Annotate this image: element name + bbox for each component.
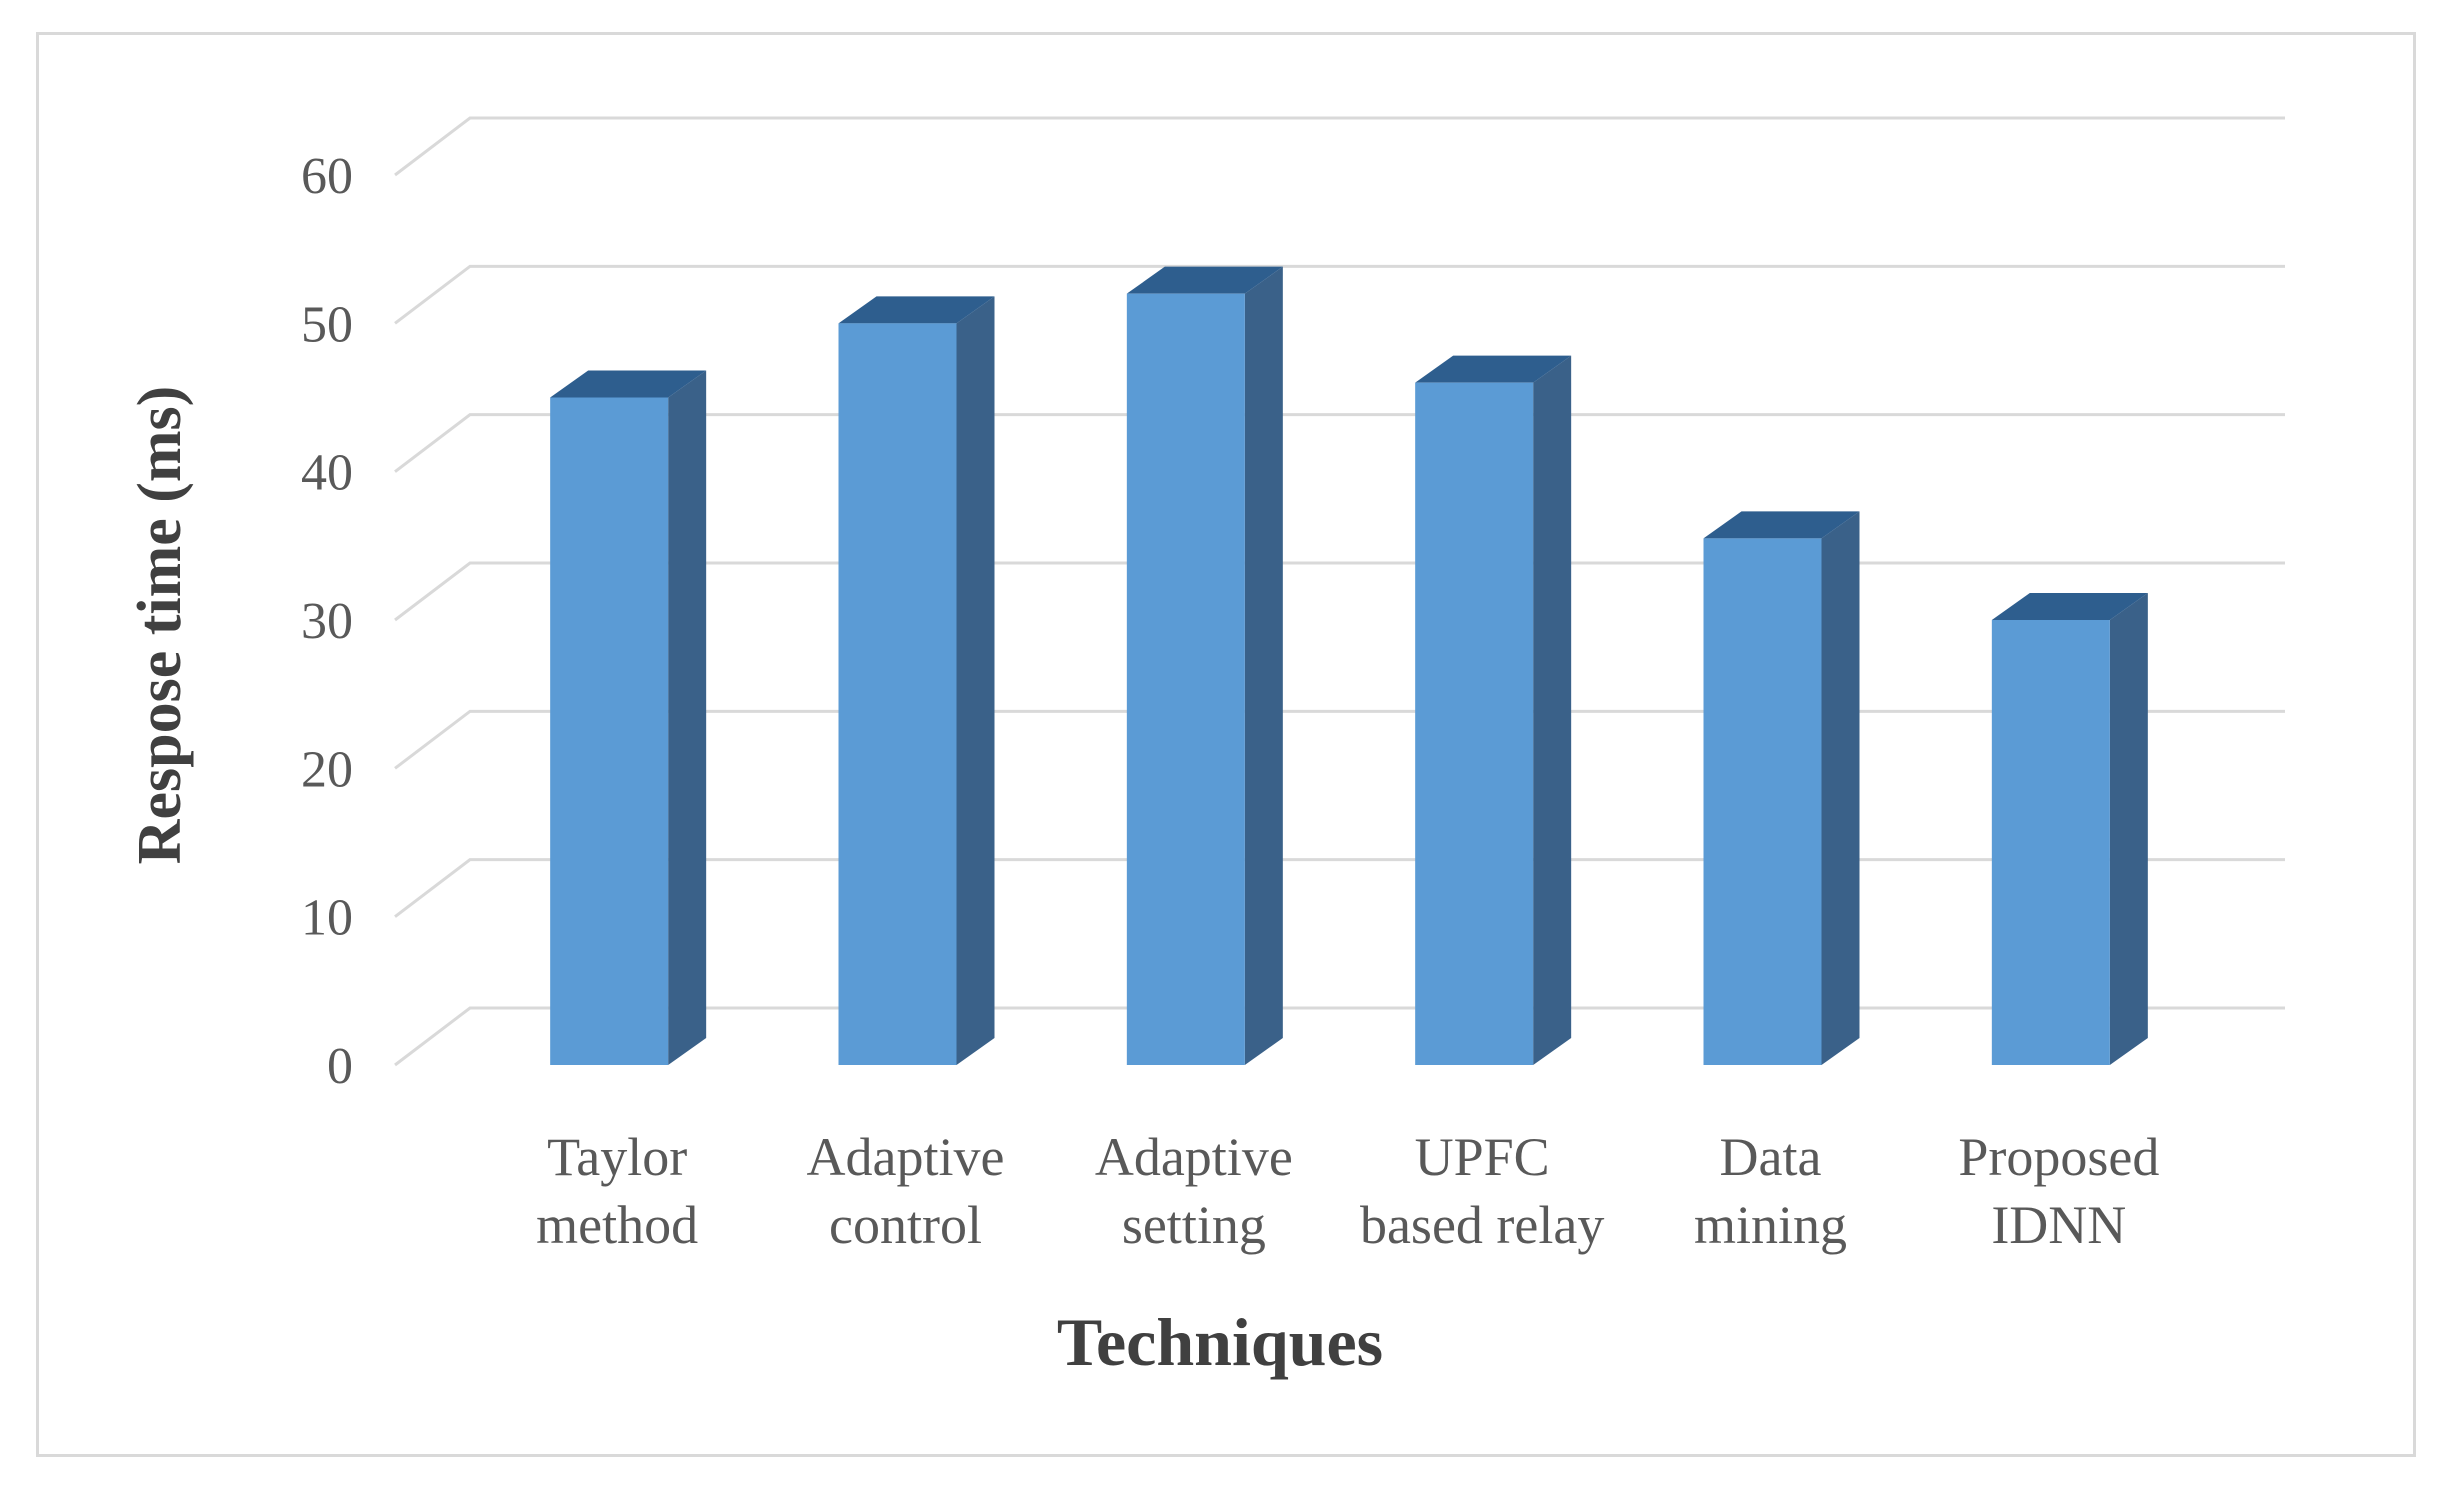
x-axis-categories: Taylor method Adaptive control Adaptive setti… [536, 1127, 2159, 1255]
y-tick-label: 10 [301, 890, 353, 947]
y-tick-label: 30 [301, 593, 353, 650]
bar-3 [1415, 355, 1572, 1066]
bar-side [2109, 593, 2148, 1065]
y-tick-label: 0 [327, 1038, 353, 1095]
bar-front [1703, 538, 1822, 1065]
gridline [394, 264, 2285, 325]
bar-side [1821, 511, 1860, 1066]
gridline [394, 1006, 2285, 1067]
bar-side [668, 370, 707, 1065]
gridline [394, 116, 2285, 177]
bar-top [1703, 511, 1860, 539]
y-axis-ticks: 0 10 20 30 40 50 60 [301, 148, 353, 1095]
bar-4 [1703, 511, 1860, 1066]
bar-1 [838, 296, 995, 1065]
gridline [394, 709, 2285, 770]
bar-top [550, 370, 707, 398]
bar-side [1244, 266, 1283, 1066]
bar-top [838, 296, 995, 324]
bar-top [1126, 266, 1283, 294]
bar-top [1991, 593, 2148, 620]
bar-front [838, 323, 957, 1065]
gridline [394, 413, 2285, 473]
grid-layer [394, 116, 2285, 1067]
gridline [394, 858, 2285, 918]
y-tick-label: 40 [301, 445, 353, 502]
bar-top [1415, 355, 1572, 383]
bar-front [1126, 293, 1245, 1066]
bar-side [1533, 355, 1572, 1066]
x-category-label: Taylor method [536, 1127, 698, 1255]
y-tick-label: 60 [301, 148, 353, 205]
x-category-label: UPFC based relay [1360, 1127, 1604, 1255]
bar-front [550, 397, 669, 1065]
x-category-label: Data mining [1694, 1127, 1847, 1255]
bar-front [1415, 382, 1534, 1066]
y-tick-label: 50 [301, 296, 353, 353]
bar-side [956, 296, 995, 1065]
y-tick-label: 20 [301, 741, 353, 798]
x-category-label: Proposed IDNN [1958, 1127, 2159, 1255]
x-category-label: Adaptive control [807, 1127, 1005, 1255]
bars [550, 266, 2148, 1066]
bar-0 [550, 370, 707, 1065]
bar-5 [1991, 593, 2148, 1065]
bar-2 [1126, 266, 1283, 1066]
x-axis-title: Techniques [1057, 1304, 1383, 1380]
x-category-label: Adaptive setting [1095, 1127, 1293, 1255]
gridline [394, 561, 2285, 622]
y-axis-title: Respose time (ms) [126, 386, 194, 865]
bar-front [1991, 620, 2110, 1065]
